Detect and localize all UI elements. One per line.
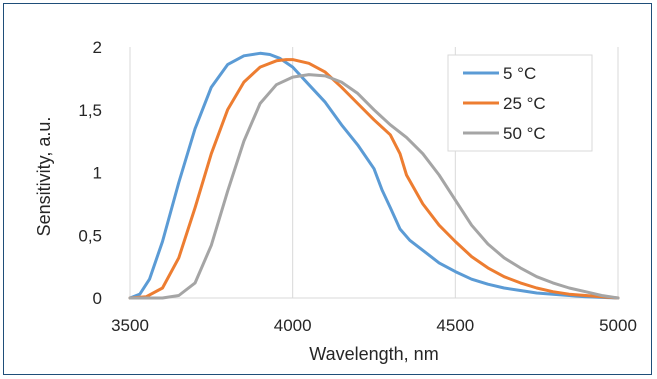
x-tick-label: 3500 <box>111 316 149 335</box>
x-tick-label: 4000 <box>274 316 312 335</box>
y-tick-label: 0 <box>93 289 102 308</box>
y-tick-labels: 0 0,5 1 1,5 2 <box>78 38 102 308</box>
series-layer <box>128 51 620 300</box>
legend-label-2: 25 °C <box>503 94 546 113</box>
y-tick-label: 1,5 <box>78 101 102 120</box>
legend: 5 °C 25 °C 50 °C <box>447 54 593 152</box>
y-tick-label: 0,5 <box>78 226 102 245</box>
y-axis-title: Sensitivity, a.u. <box>34 117 54 237</box>
series-line-1 <box>128 51 620 300</box>
x-tick-labels: 3500 4000 4500 5000 <box>111 316 637 335</box>
legend-label-1: 5 °C <box>503 64 536 83</box>
y-tick-label: 2 <box>93 38 102 57</box>
x-tick-label: 4500 <box>436 316 474 335</box>
series-line-3 <box>128 73 620 300</box>
legend-label-3: 50 °C <box>503 124 546 143</box>
x-tick-label: 5000 <box>599 316 637 335</box>
series-line-2 <box>128 58 620 300</box>
x-axis-title: Wavelength, nm <box>309 344 438 364</box>
y-tick-label: 1 <box>93 164 102 183</box>
